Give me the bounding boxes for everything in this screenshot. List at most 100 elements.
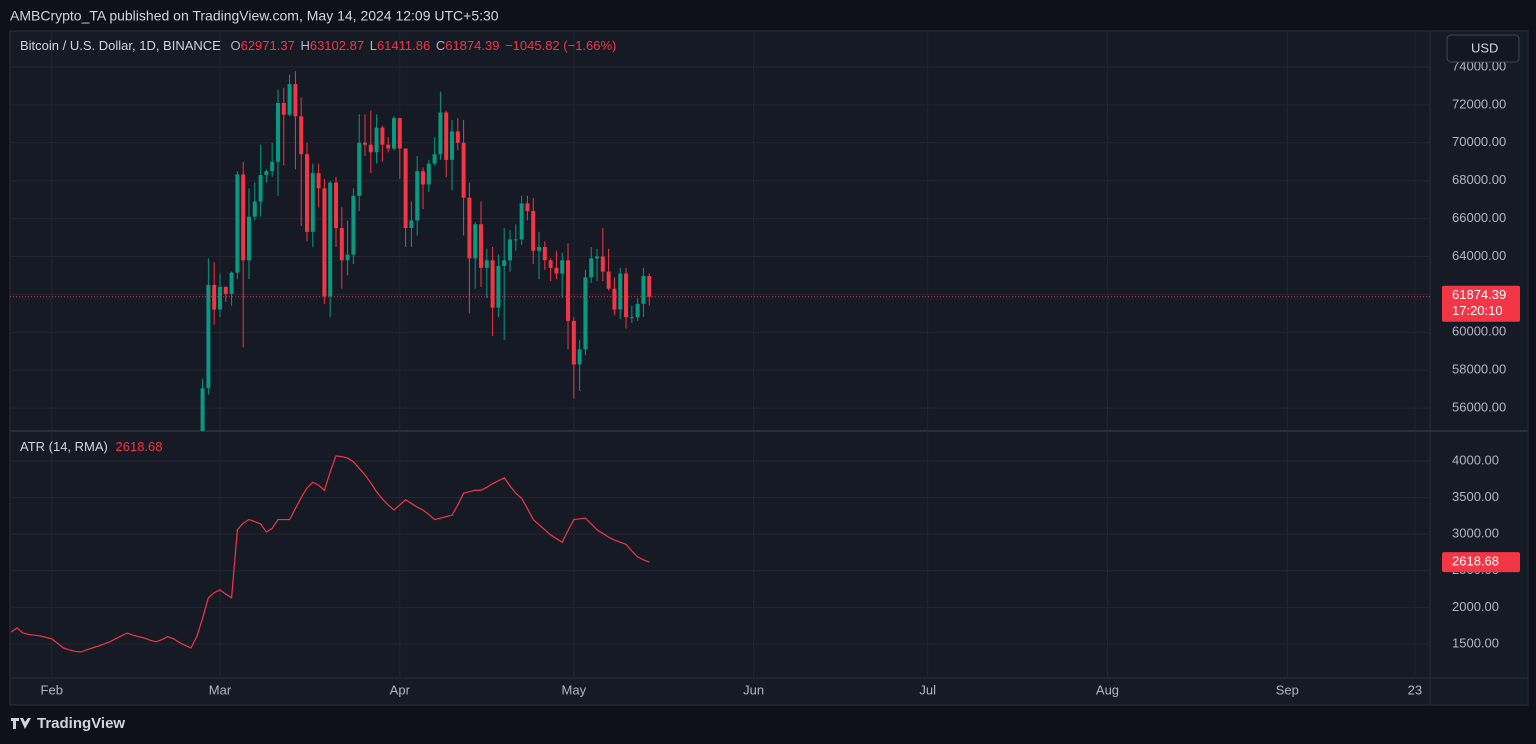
atr-value-box — [1442, 552, 1520, 573]
atr-legend: ATR (14, RMA) 2618.68 — [20, 439, 163, 454]
candle-body — [473, 224, 478, 259]
candle-body — [467, 197, 472, 259]
candle-body — [328, 182, 333, 297]
candle-body — [333, 182, 338, 229]
candle-body — [496, 265, 501, 308]
candle-body — [444, 112, 449, 160]
candle-body — [304, 154, 309, 232]
candle-body — [275, 103, 280, 162]
candle-body — [479, 224, 484, 268]
candle-body — [531, 211, 536, 251]
candle-body — [299, 116, 304, 155]
candle-body — [287, 84, 292, 115]
candle-body — [403, 148, 408, 229]
x-tick-label: Feb — [41, 682, 63, 697]
candle-body — [461, 142, 466, 198]
candle-body — [629, 317, 634, 319]
candle-body — [363, 142, 367, 145]
candle-body — [606, 271, 611, 289]
y-tick-label: 68000.00 — [1452, 172, 1506, 187]
candle-body — [270, 161, 275, 172]
y-tick-label: 64000.00 — [1452, 248, 1506, 263]
candle-body — [246, 216, 251, 261]
candle-body — [241, 174, 246, 261]
price-legend: Bitcoin / U.S. Dollar, 1D, BINANCE O6297… — [20, 38, 616, 53]
y-tick-label: 60000.00 — [1452, 324, 1506, 339]
currency-label[interactable]: USD — [1471, 40, 1498, 55]
candle-body — [357, 142, 362, 196]
y-tick-label: 3500.00 — [1452, 489, 1499, 504]
candle-body — [641, 276, 646, 304]
atr-line — [10, 455, 650, 653]
brand-name: TradingView — [37, 715, 125, 732]
candle-body — [345, 254, 350, 261]
countdown: 17:20:10 — [1452, 303, 1503, 318]
candle-body — [206, 284, 211, 389]
x-tick-label: Jun — [743, 682, 764, 697]
candle-body — [438, 112, 443, 155]
brand-logo: TradingView — [11, 715, 125, 732]
candle-body — [392, 118, 397, 149]
y-tick-label: 70000.00 — [1452, 134, 1506, 149]
candle-body — [577, 349, 582, 365]
chart-panel — [9, 30, 1529, 706]
candle-body — [583, 277, 588, 350]
last-price-box — [1442, 285, 1520, 322]
candle-body — [339, 228, 344, 261]
y-tick-label: 2000.00 — [1452, 599, 1499, 614]
candle-body — [380, 127, 385, 145]
candle-body — [542, 247, 547, 261]
candle-body — [525, 203, 530, 212]
candle-body — [386, 144, 391, 149]
candle-body — [281, 103, 286, 115]
close-value: 61874.39 — [445, 38, 499, 53]
candle-body — [432, 154, 437, 164]
candle-body — [647, 275, 652, 297]
candle-body — [223, 286, 228, 294]
candle-body — [484, 260, 489, 268]
candle-body — [595, 256, 600, 259]
candle-body — [618, 273, 623, 310]
candle-body — [368, 144, 373, 153]
atr-title: ATR (14, RMA) — [20, 439, 108, 454]
y-tick-label: 58000.00 — [1452, 362, 1506, 377]
candle-body — [374, 127, 379, 153]
candle-body — [258, 175, 263, 202]
y-tick-label: 4000.00 — [1452, 452, 1499, 467]
x-tick-label: May — [562, 682, 587, 697]
candle-body — [455, 131, 460, 143]
open-label: O — [230, 38, 240, 53]
candle-body — [600, 256, 605, 272]
currency-button[interactable] — [1446, 34, 1520, 63]
candle-body — [571, 320, 576, 365]
high-value: 63102.87 — [310, 38, 364, 53]
change: −1045.82 (−1.66%) — [505, 38, 616, 53]
atr-value: 2618.68 — [116, 439, 163, 454]
atr-marks — [10, 455, 650, 653]
candle-body — [316, 173, 321, 189]
high-label: H — [300, 38, 309, 53]
candle-body — [548, 260, 553, 268]
candle-body — [322, 188, 327, 297]
candle-body — [200, 388, 205, 431]
low-label: L — [370, 38, 377, 53]
candle-body — [264, 171, 269, 176]
close-label: C — [436, 38, 445, 53]
candle-body — [235, 174, 240, 273]
logo-icon — [11, 718, 31, 729]
y-tick-label: 1500.00 — [1452, 635, 1499, 650]
x-tick-label: Mar — [209, 682, 232, 697]
candle-body — [229, 272, 234, 294]
low-value: 61411.86 — [377, 38, 430, 53]
atr-value-label: 2618.68 — [1452, 554, 1499, 569]
candle-body — [560, 260, 565, 274]
symbol-title: Bitcoin / U.S. Dollar, 1D, BINANCE — [20, 38, 221, 53]
candle-body — [502, 260, 507, 266]
open-value: 62971.37 — [241, 38, 295, 53]
candle-body — [450, 131, 455, 160]
candle-body — [421, 171, 426, 185]
candle-body — [624, 273, 629, 318]
y-tick-label: 66000.00 — [1452, 210, 1506, 225]
x-tick-label: Jul — [919, 682, 936, 697]
